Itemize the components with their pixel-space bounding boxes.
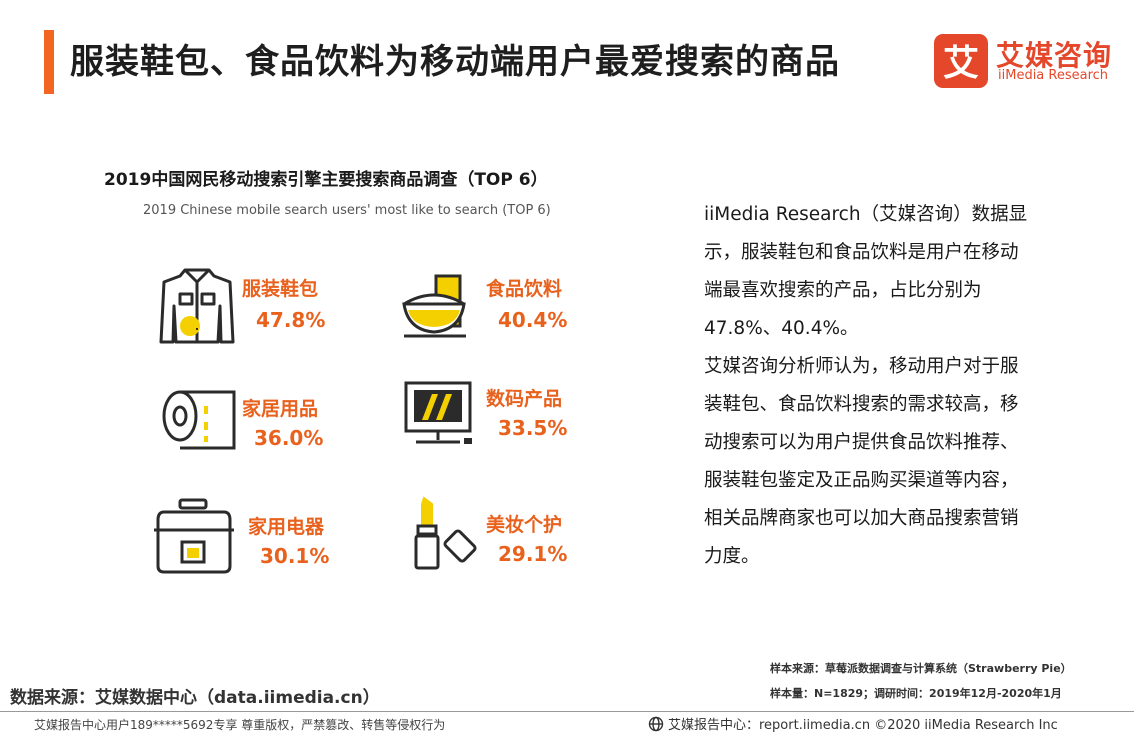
logo-name-en: iiMedia Research: [998, 68, 1109, 83]
title-accent-bar: [44, 30, 54, 94]
item-label: 家用电器: [248, 516, 325, 538]
item-value: 29.1%: [498, 542, 568, 566]
category-item-appliances: 家用电器 30.1%: [152, 498, 372, 588]
page-title: 服装鞋包、食品饮料为移动端用户最爱搜索的商品: [70, 42, 840, 82]
rice-cooker-icon: [154, 498, 234, 574]
item-label: 美妆个护: [486, 514, 563, 536]
chart-subtitle: 2019 Chinese mobile search users' most l…: [143, 203, 551, 218]
food-bowl-icon: [402, 274, 466, 338]
description-paragraph-2: 艾媒咨询分析师认为，移动用户对于服装鞋包、食品饮料搜索的需求较高，移动搜索可以为…: [704, 356, 1019, 567]
logo-glyph: 艾: [943, 43, 979, 84]
category-item-household: 家居用品 36.0%: [158, 382, 358, 472]
description-paragraph-1: iiMedia Research（艾媒咨询）数据显示，服装鞋包和食品饮料是用户在…: [704, 204, 1028, 339]
item-value: 47.8%: [256, 308, 326, 332]
footer-site-text: 艾媒报告中心：report.iimedia.cn ©2020 iiMedia R…: [668, 718, 1058, 733]
category-item-clothing: 服装鞋包 47.8%: [158, 262, 358, 352]
sample-size: 样本量：N=1829；调研时间：2019年12月-2020年1月: [770, 687, 1062, 700]
lipstick-icon: [414, 496, 477, 570]
item-label: 服装鞋包: [242, 278, 319, 300]
sample-source: 样本来源：草莓派数据调查与计算系统（Strawberry Pie）: [770, 662, 1072, 675]
chart-title: 2019中国网民移动搜索引擎主要搜索商品调查（TOP 6）: [104, 170, 548, 190]
logo-mark-icon: 艾: [934, 34, 988, 88]
paper-roll-icon: [162, 390, 236, 450]
item-value: 36.0%: [254, 426, 324, 450]
monitor-icon: [404, 381, 472, 444]
category-item-beauty: 美妆个护 29.1%: [412, 494, 612, 584]
item-value: 30.1%: [260, 544, 330, 568]
footer-site-info: 艾媒报告中心：report.iimedia.cn ©2020 iiMedia R…: [648, 714, 1058, 733]
shirt-icon: [159, 268, 235, 344]
footer-divider: [0, 711, 1134, 712]
item-label: 家居用品: [242, 398, 319, 420]
item-value: 33.5%: [498, 416, 568, 440]
description-text: iiMedia Research（艾媒咨询）数据显示，服装鞋包和食品饮料是用户在…: [704, 196, 1034, 576]
logo-name-cn: 艾媒咨询: [996, 39, 1113, 72]
data-source: 数据来源：艾媒数据中心（data.iimedia.cn）: [10, 688, 380, 708]
brand-logo: 艾 艾媒咨询 iiMedia Research: [934, 34, 1113, 90]
category-item-food: 食品饮料 40.4%: [400, 262, 600, 352]
globe-icon: [648, 716, 664, 732]
copyright-notice: 艾媒报告中心用户189*****5692专享 尊重版权，严禁篡改、转售等侵权行为: [34, 718, 446, 732]
item-label: 数码产品: [486, 388, 563, 410]
item-label: 食品饮料: [486, 278, 563, 300]
item-value: 40.4%: [498, 308, 568, 332]
category-item-digital: 数码产品 33.5%: [402, 380, 602, 470]
